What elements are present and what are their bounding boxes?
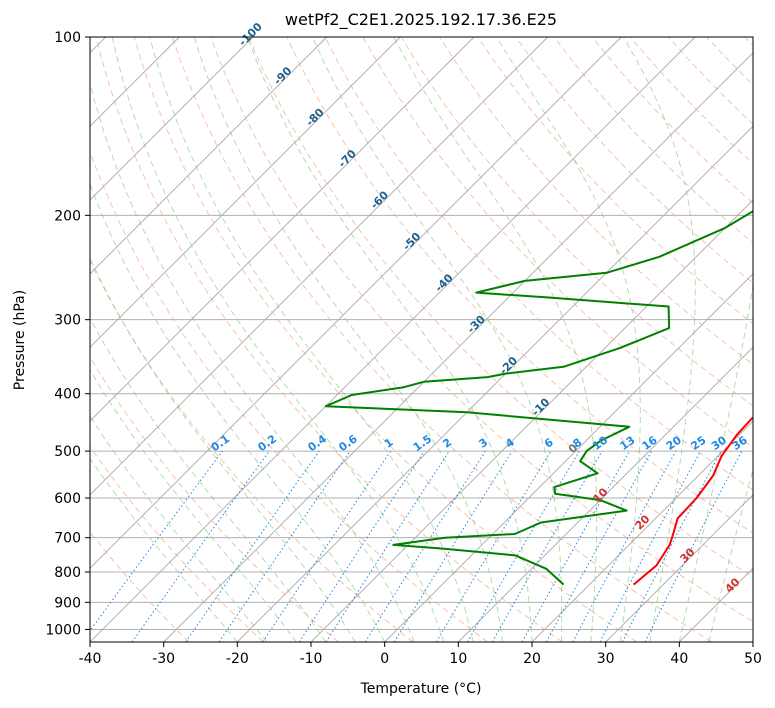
- y-tick-label: 300: [54, 313, 81, 329]
- moist-adiabat-line: [90, 256, 356, 642]
- y-axis-ticks: 100 200 300 400 500 600 700 800 900 1000: [45, 30, 90, 638]
- mixing-ratio-line: [131, 450, 270, 642]
- mixing-ratio-line: [644, 450, 743, 642]
- y-tick-label: 400: [54, 387, 81, 403]
- isotherm-line: [605, 494, 753, 642]
- y-tick-label: 600: [54, 491, 81, 507]
- dry-adiabat-line: [90, 356, 339, 642]
- moist-adiabat-line: [90, 81, 415, 642]
- isotherm-line: [384, 273, 753, 642]
- y-tick-label: 800: [54, 565, 81, 581]
- isotherm-line: [90, 37, 549, 496]
- moist-adiabat-line: [193, 37, 503, 642]
- x-tick-label: -20: [226, 651, 249, 667]
- dry-adiabat-line: [95, 37, 563, 642]
- dewpoint-profile-line: [324, 210, 753, 586]
- moist-adiabat-line: [90, 457, 238, 642]
- dry-adiabat-line: [133, 37, 638, 642]
- y-axis-label: Pressure (hPa): [12, 290, 28, 390]
- moist-adiabat-line: [393, 37, 598, 642]
- dry-adiabat-line: [324, 37, 753, 491]
- x-tick-label: 10: [449, 651, 467, 667]
- moist-adiabat-line: [678, 281, 753, 642]
- mixing-ratio-line: [218, 450, 351, 642]
- mixing-ratio-line: [545, 450, 653, 642]
- dry-adiabat-line: [248, 37, 753, 578]
- mixing-ratio-line: [393, 450, 513, 642]
- isotherm-line: [90, 37, 401, 348]
- y-tick-label: 100: [54, 30, 81, 46]
- isotherm-line: [90, 37, 254, 201]
- y-tick-label: 500: [54, 444, 81, 460]
- dry-adiabat-line: [171, 37, 712, 642]
- y-tick-label: 1000: [45, 622, 81, 638]
- isotherm-line: [90, 37, 622, 569]
- isotherm-line: [90, 37, 328, 275]
- chart-title: wetPf2_C2E1.2025.192.17.36.E25: [285, 10, 557, 30]
- mixing-ratio-line: [325, 450, 450, 642]
- moist-adiabat-line: [312, 37, 563, 642]
- isotherm-line: [163, 52, 753, 642]
- moist-adiabat-line: [708, 468, 753, 642]
- x-axis-ticks: -40 -30 -20 -10 0 10 20 30 40 50: [79, 642, 762, 667]
- mixing-ratio-line: [262, 450, 392, 642]
- x-axis-label: Temperature (°C): [360, 681, 482, 697]
- moist-adiabat-line: [149, 37, 474, 642]
- x-tick-label: 30: [597, 651, 615, 667]
- moist-adiabat-line: [496, 37, 641, 642]
- dry-adiabat-line: [90, 445, 264, 642]
- x-tick-label: 40: [670, 651, 688, 667]
- mixing-ratio-line: [521, 450, 630, 642]
- x-tick-label: -10: [300, 651, 323, 667]
- moist-adiabat-line: [90, 317, 327, 642]
- dry-adiabat-line: [515, 37, 753, 284]
- x-tick-label: 20: [523, 651, 541, 667]
- dry-adiabat-line: [90, 259, 414, 642]
- moist-adiabat-line: [623, 37, 696, 642]
- moist-adiabat-line: [90, 182, 386, 642]
- dry-adiabat-line: [210, 37, 753, 623]
- mixing-ratio-line: [185, 450, 320, 642]
- moist-adiabat-line: [90, 369, 297, 642]
- profile-lines: [324, 210, 753, 586]
- isotherm-line: [236, 125, 753, 642]
- isotherm-line: [90, 37, 696, 642]
- x-tick-label: 50: [744, 651, 762, 667]
- y-tick-label: 200: [54, 208, 81, 224]
- x-tick-label: 0: [380, 651, 389, 667]
- isotherm-line: [90, 37, 475, 422]
- moist-adiabat-line: [111, 37, 445, 642]
- dry-adiabat-line: [286, 37, 753, 534]
- x-tick-label: -30: [152, 651, 175, 667]
- temperature-profile-line: [632, 416, 753, 586]
- moist-adiabat-line: [246, 37, 533, 642]
- y-tick-label: 700: [54, 531, 81, 547]
- mixing-ratio-line: [572, 450, 677, 642]
- x-tick-label: -40: [79, 651, 102, 667]
- mixing-ratio-line: [90, 450, 223, 632]
- y-tick-label: 900: [54, 595, 81, 611]
- background-lines: [90, 37, 753, 642]
- moist-adiabat-line: [90, 415, 268, 642]
- mixing-ratio-line: [298, 450, 425, 642]
- plot-frame: [89, 36, 754, 643]
